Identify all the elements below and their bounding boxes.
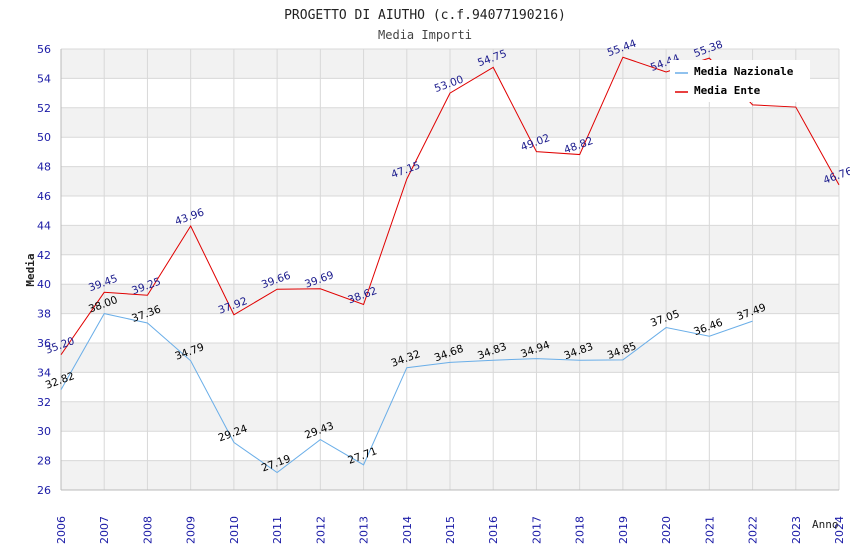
data-label-ente: 43.96 <box>173 206 206 228</box>
y-tick-label: 26 <box>37 484 51 497</box>
y-tick-label: 38 <box>37 308 51 321</box>
y-tick-label: 46 <box>37 190 51 203</box>
y-tick-label: 30 <box>37 425 51 438</box>
x-tick-labels: 2006 2007 2008 2009 2010 2011 2012 2013 2014 2015… <box>55 516 846 544</box>
chart-subtitle: Media Importi <box>378 28 472 42</box>
x-tick-label: 2017 <box>530 516 543 544</box>
series-line-media-ente <box>60 56 840 356</box>
data-label-nazionale: 36.46 <box>692 317 725 339</box>
legend-box <box>670 60 810 102</box>
chart-title: PROGETTO DI AIUTHO (c.f.94077190216) <box>284 8 566 23</box>
x-tick-label: 2006 <box>55 516 68 544</box>
x-axis-label: Anno <box>812 518 839 531</box>
x-tick-label: 2013 <box>358 516 371 544</box>
x-tick-label: 2023 <box>790 516 803 544</box>
x-tick-label: 2020 <box>660 516 673 544</box>
x-tick-label: 2024 <box>833 516 846 544</box>
x-tick-label: 2009 <box>185 516 198 544</box>
y-tick-label: 34 <box>37 366 51 379</box>
y-axis-label: Media <box>24 253 37 286</box>
x-tick-label: 2008 <box>141 516 154 544</box>
y-tick-label: 52 <box>37 102 51 115</box>
y-tick-label: 44 <box>37 219 51 232</box>
y-tick-label: 36 <box>37 337 51 350</box>
x-tick-label: 2022 <box>747 516 760 544</box>
x-tick-label: 2019 <box>617 516 630 544</box>
x-tick-label: 2012 <box>314 516 327 544</box>
x-tick-label: 2021 <box>703 516 716 544</box>
x-tick-label: 2015 <box>444 516 457 544</box>
x-tick-label: 2016 <box>487 516 500 544</box>
series-line-media-nazionale <box>60 313 753 474</box>
axes <box>60 49 839 491</box>
legend-label-naz: Media Nazionale <box>694 65 794 78</box>
y-tick-label: 28 <box>37 455 51 468</box>
legend: Media Nazionale Media Ente <box>670 60 810 102</box>
x-tick-label: 2010 <box>228 516 241 544</box>
y-tick-label: 50 <box>37 131 51 144</box>
y-tick-label: 42 <box>37 249 51 262</box>
legend-label-ente: Media Ente <box>694 84 761 97</box>
x-tick-label: 2007 <box>98 516 111 544</box>
y-tick-label: 56 <box>37 43 51 56</box>
series-lines <box>60 56 840 474</box>
data-label-ente: 48.82 <box>562 135 594 157</box>
y-tick-label: 40 <box>37 278 51 291</box>
x-tick-label: 2018 <box>574 516 587 544</box>
y-tick-label: 32 <box>37 396 51 409</box>
x-tick-label: 2014 <box>401 516 414 544</box>
x-tick-label: 2011 <box>271 516 284 544</box>
y-tick-label: 48 <box>37 161 51 174</box>
y-tick-label: 54 <box>37 72 51 85</box>
y-tick-labels: 26 28 30 32 34 36 38 40 42 44 46 48 50 52 54 56 <box>37 43 51 497</box>
